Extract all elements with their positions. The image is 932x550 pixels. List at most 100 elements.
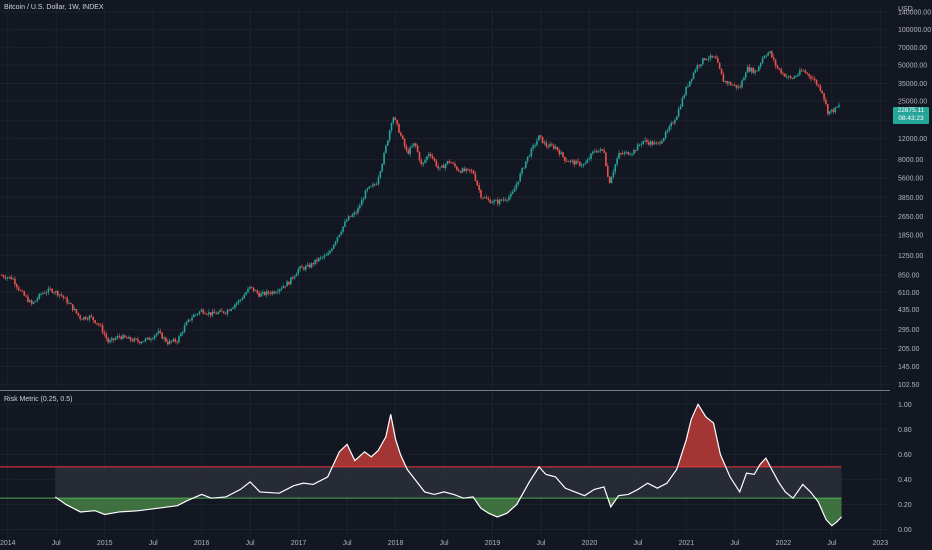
- price-candle: [743, 77, 745, 81]
- price-candle: [58, 294, 61, 296]
- price-candle: [459, 171, 462, 173]
- price-candle: [219, 310, 221, 313]
- price-candle: [472, 170, 475, 174]
- price-candle: [668, 126, 671, 131]
- price-candle: [480, 190, 482, 198]
- price-candle: [677, 109, 680, 117]
- price-candle: [795, 76, 797, 77]
- price-candle: [139, 341, 141, 344]
- price-candle: [528, 156, 531, 157]
- price-candle: [347, 216, 350, 221]
- price-candle: [812, 78, 814, 80]
- price-candle: [679, 106, 682, 110]
- price-candle: [586, 159, 589, 164]
- price-candle: [797, 74, 799, 77]
- price-candle: [651, 141, 654, 145]
- time-tick-label: 2016: [194, 540, 210, 547]
- price-candle: [565, 161, 568, 162]
- price-candle: [400, 132, 402, 136]
- price-candle: [168, 340, 171, 345]
- price-tick-label: 102.50: [898, 382, 920, 389]
- price-candle: [299, 266, 301, 270]
- price-candle: [290, 277, 292, 285]
- price-candle: [457, 169, 460, 172]
- price-tick-label: 50000.00: [898, 63, 927, 70]
- risk-metric-line: [54, 402, 842, 527]
- price-candle: [791, 78, 794, 79]
- price-candle: [140, 341, 143, 344]
- price-tick-label: 295.00: [898, 327, 920, 334]
- price-candle: [429, 154, 432, 156]
- indicator-label[interactable]: Risk Metric (0.25, 0.5): [4, 396, 73, 403]
- price-candle: [724, 81, 727, 82]
- price-candle: [702, 58, 704, 65]
- price-candle: [418, 152, 421, 161]
- price-candle: [280, 288, 283, 290]
- price-candle: [254, 290, 257, 292]
- time-tick-label: 2022: [776, 540, 792, 547]
- price-candle: [398, 124, 400, 133]
- price-candle: [670, 122, 672, 127]
- price-candle: [301, 266, 303, 268]
- price-candle: [717, 58, 719, 63]
- price-candle: [595, 151, 598, 153]
- price-candle: [690, 78, 693, 82]
- last-price-tag: 22875.11 08:43:23: [893, 107, 929, 124]
- price-candle: [424, 160, 426, 163]
- time-tick-label: Jul: [730, 540, 739, 547]
- price-candle: [621, 153, 624, 155]
- risk-tick-label: 1.00: [898, 402, 912, 409]
- price-candle: [552, 145, 555, 149]
- price-candle: [474, 173, 477, 181]
- price-candle: [469, 169, 471, 171]
- price-candle: [118, 336, 121, 337]
- price-candle: [92, 316, 95, 321]
- price-candle: [454, 163, 456, 167]
- price-candle: [189, 319, 191, 321]
- risk-series: [54, 402, 842, 527]
- time-tick-label: 2020: [582, 540, 598, 547]
- price-candle: [804, 70, 807, 73]
- price-candle: [396, 119, 398, 125]
- price-candle: [483, 197, 486, 199]
- price-candle: [625, 151, 628, 153]
- price-candle: [306, 264, 309, 267]
- price-candle: [334, 241, 337, 245]
- price-candle: [131, 340, 134, 342]
- price-candle: [674, 120, 676, 124]
- price-candle: [446, 161, 449, 165]
- price-candle: [116, 336, 119, 339]
- price-candle: [715, 56, 717, 59]
- price-candle: [370, 185, 372, 187]
- price-candle: [157, 331, 160, 334]
- price-candle: [780, 69, 782, 74]
- price-candle: [176, 341, 178, 343]
- price-candle: [368, 186, 370, 189]
- price-candle: [722, 74, 725, 82]
- price-candle: [146, 337, 149, 339]
- price-candle: [142, 341, 145, 342]
- price-candle: [733, 84, 736, 86]
- price-candle: [694, 69, 697, 73]
- price-candle: [148, 337, 150, 341]
- chart-title[interactable]: Bitcoin / U.S. Dollar, 1W, INDEX: [4, 4, 104, 11]
- price-candle: [530, 148, 533, 157]
- time-tick-label: Jul: [827, 540, 836, 547]
- price-candle: [226, 310, 229, 314]
- price-candle: [243, 294, 246, 299]
- time-tick-label: 2015: [97, 540, 113, 547]
- bar-countdown: 08:43:23: [898, 115, 924, 122]
- price-candle: [560, 152, 562, 155]
- price-candle: [43, 292, 46, 294]
- price-candle: [827, 104, 829, 114]
- price-tick-label: 25000.00: [898, 98, 927, 105]
- price-candle: [359, 205, 361, 209]
- price-candle: [208, 312, 210, 315]
- price-candle: [21, 290, 24, 292]
- price-candle: [597, 150, 600, 153]
- price-candle: [487, 198, 490, 201]
- price-candle: [582, 164, 585, 166]
- price-candle: [607, 166, 609, 177]
- price-candle: [504, 199, 507, 201]
